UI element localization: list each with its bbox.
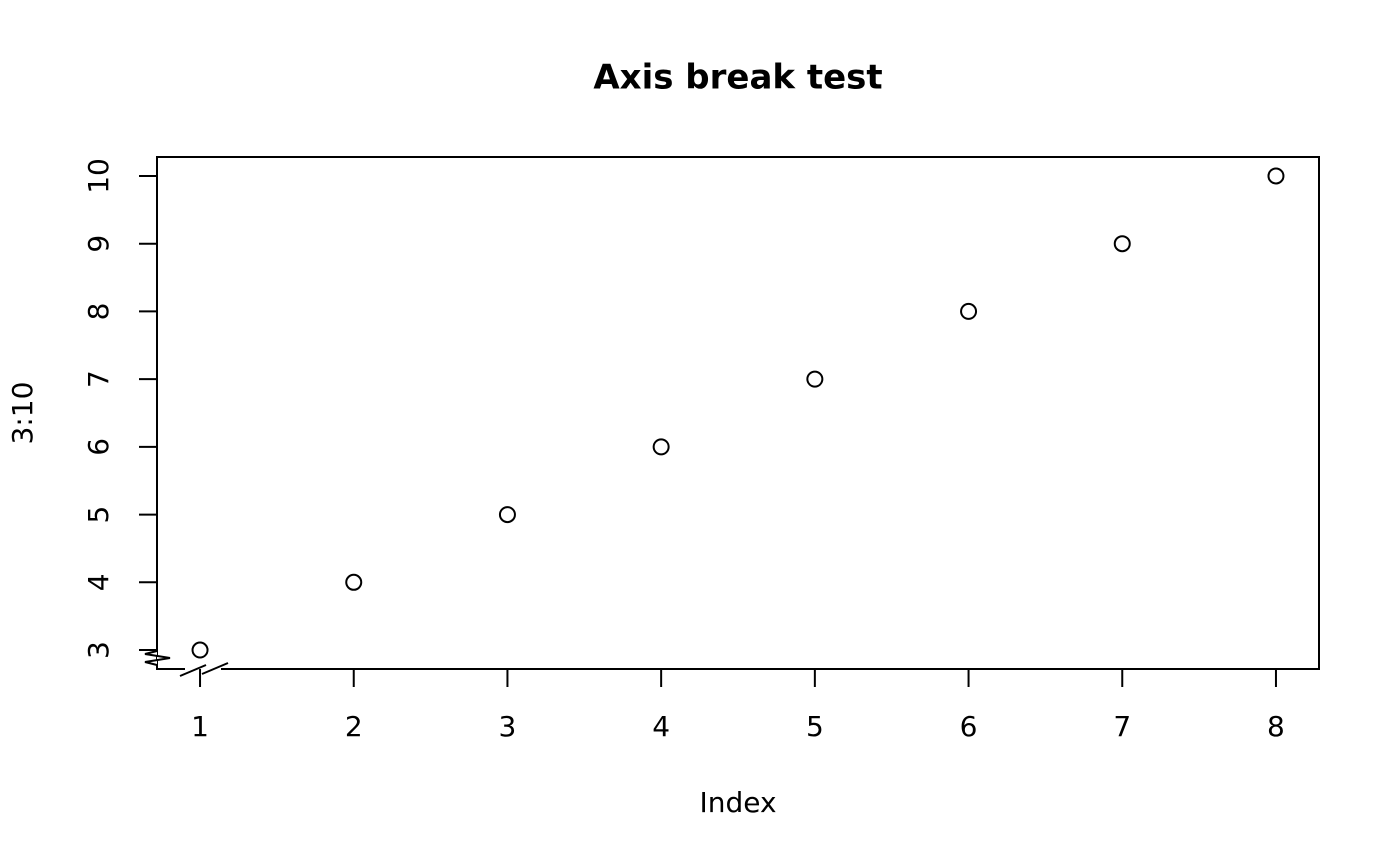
y-tick-label: 8 — [82, 302, 115, 320]
y-tick-label: 4 — [82, 573, 115, 591]
plot-frame — [156, 156, 1320, 670]
point — [806, 370, 824, 388]
y-axis-break — [144, 650, 171, 666]
point — [1267, 167, 1285, 185]
x-tick-label: 3 — [499, 710, 517, 743]
x-tick-label: 1 — [191, 710, 209, 743]
x-tick-label: 6 — [960, 710, 978, 743]
x-tick-label: 8 — [1267, 710, 1285, 743]
y-tick-label: 9 — [82, 235, 115, 253]
x-tick-label: 2 — [345, 710, 363, 743]
y-tick-label: 3 — [82, 641, 115, 659]
point — [1113, 235, 1131, 253]
y-tick-label: 6 — [82, 438, 115, 456]
point — [191, 641, 209, 659]
x-tick-label: 4 — [652, 710, 670, 743]
x-axis-break — [201, 662, 229, 675]
x-axis-break-gap — [185, 664, 221, 674]
x-axis-label: Index — [699, 786, 776, 819]
y-tick-label: 7 — [82, 370, 115, 388]
x-axis-break — [179, 664, 207, 677]
y-tick-label: 5 — [82, 506, 115, 524]
x-tick-label: 7 — [1113, 710, 1131, 743]
x-tick-label: 5 — [806, 710, 824, 743]
point — [960, 302, 978, 320]
chart-title: Axis break test — [593, 58, 882, 98]
point — [652, 438, 670, 456]
point — [345, 573, 363, 591]
y-tick-label: 10 — [82, 158, 115, 194]
point — [498, 506, 516, 524]
y-axis-label: 3:10 — [6, 382, 39, 445]
